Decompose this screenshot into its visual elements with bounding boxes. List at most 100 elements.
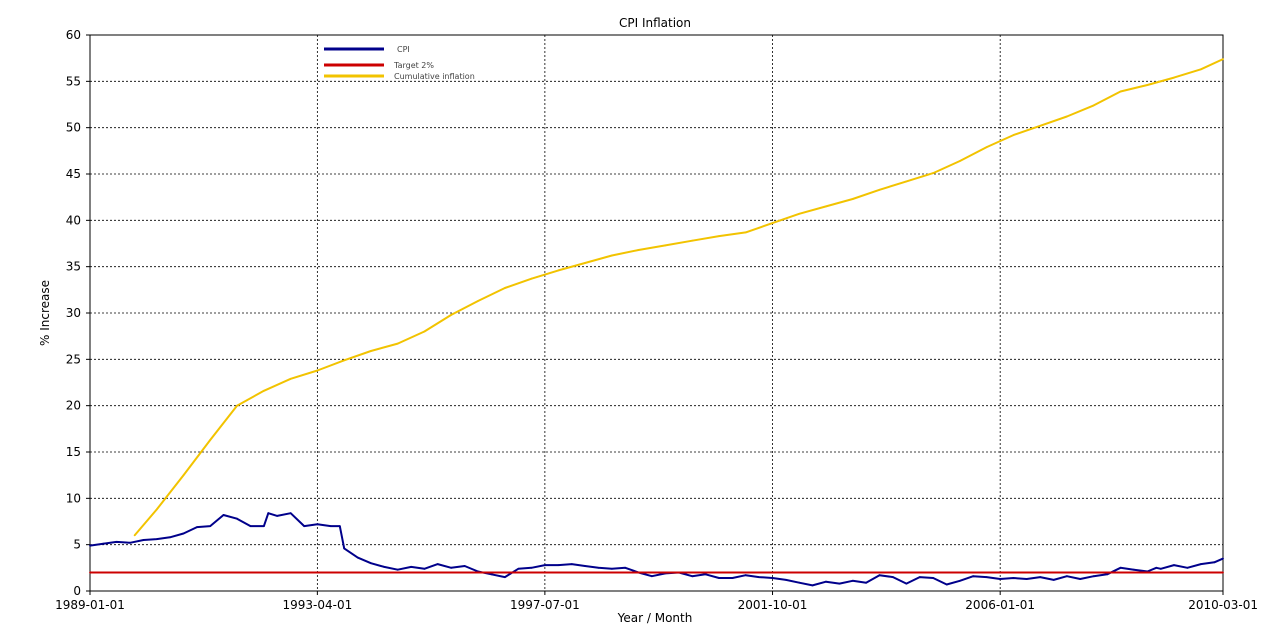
data-point-cpi xyxy=(196,526,198,528)
data-point-cumulative-inflation xyxy=(343,359,346,362)
data-point-cpi xyxy=(945,583,948,586)
y-tick-label: 5 xyxy=(73,538,81,552)
series-line-cumulative-inflation xyxy=(133,58,1224,537)
data-point-cpi xyxy=(423,567,426,570)
data-point-cpi xyxy=(115,541,118,543)
data-point-cpi xyxy=(1222,557,1224,560)
data-point-cpi xyxy=(182,532,185,535)
data-point-cumulative-inflation xyxy=(959,160,961,162)
data-point-cumulative-inflation xyxy=(316,369,319,372)
x-tick-label: 2010-03-01 xyxy=(1188,598,1258,612)
y-tick-label: 30 xyxy=(66,306,81,320)
data-point-cumulative-inflation xyxy=(236,404,238,407)
data-point-cpi xyxy=(517,567,520,570)
data-point-cumulative-inflation xyxy=(1092,104,1095,107)
data-point-cpi xyxy=(865,581,867,584)
data-point-cpi xyxy=(222,514,225,516)
data-point-cumulative-inflation xyxy=(530,277,533,280)
data-point-cpi xyxy=(463,565,466,567)
data-point-cpi xyxy=(731,577,734,579)
chart-title: CPI Inflation xyxy=(619,16,691,30)
data-point-cpi xyxy=(570,563,573,565)
x-tick-label: 2006-01-01 xyxy=(965,598,1035,612)
data-point-target-2 xyxy=(89,571,91,574)
x-tick-label: 2001-10-01 xyxy=(738,598,808,612)
data-point-target-2 xyxy=(1222,571,1224,574)
legend-label-cumulative-inflation: Cumulative inflation xyxy=(394,72,475,81)
data-point-cumulative-inflation xyxy=(718,235,720,238)
data-point-cpi xyxy=(611,567,613,570)
data-point-cumulative-inflation xyxy=(584,262,586,264)
data-point-cumulative-inflation xyxy=(691,239,694,242)
x-axis-ticks: 1989-01-01 1993-04-01 1997-07-01 2001-10-01… xyxy=(55,591,1258,612)
data-point-cumulative-inflation xyxy=(182,474,185,477)
data-point-cpi xyxy=(1052,579,1055,581)
data-point-cpi xyxy=(267,512,270,515)
data-point-cpi xyxy=(972,575,975,578)
data-point-cpi xyxy=(1066,575,1068,578)
data-point-cpi xyxy=(557,564,560,566)
y-tick-label: 25 xyxy=(66,352,81,366)
data-point-cumulative-inflation xyxy=(1146,84,1149,86)
data-point-cpi xyxy=(932,577,935,579)
data-point-cumulative-inflation xyxy=(1012,134,1015,137)
data-point-cpi xyxy=(1213,561,1216,564)
data-point-cumulative-inflation xyxy=(1039,124,1042,127)
data-point-cpi xyxy=(370,562,372,565)
data-point-cpi xyxy=(811,584,814,587)
data-point-cumulative-inflation xyxy=(611,254,613,257)
data-point-cpi xyxy=(155,538,158,540)
data-point-cpi xyxy=(383,566,386,568)
data-point-cumulative-inflation xyxy=(289,377,292,380)
data-point-cpi xyxy=(1186,566,1189,569)
data-point-cpi xyxy=(338,525,341,527)
data-point-cpi xyxy=(289,512,292,515)
data-point-cumulative-inflation xyxy=(370,350,372,352)
data-point-cpi xyxy=(169,536,171,539)
data-point-cpi xyxy=(89,544,91,547)
x-tick-label: 1997-07-01 xyxy=(510,598,580,612)
data-point-cpi xyxy=(1159,567,1162,570)
data-point-cpi xyxy=(798,581,801,584)
data-point-cpi xyxy=(1173,564,1175,566)
data-point-cpi xyxy=(316,523,319,526)
data-point-cpi xyxy=(544,564,546,566)
x-axis-label: Year / Month xyxy=(617,611,693,625)
data-point-cumulative-inflation xyxy=(932,172,935,175)
data-point-cpi xyxy=(892,576,894,578)
data-point-cpi xyxy=(1200,563,1202,565)
grid xyxy=(90,35,1223,591)
data-point-cumulative-inflation xyxy=(771,222,774,225)
data-point-cpi xyxy=(396,568,399,571)
data-point-cpi xyxy=(771,577,774,579)
y-tick-label: 10 xyxy=(66,491,81,505)
data-point-cpi xyxy=(249,525,252,527)
data-point-cpi xyxy=(838,582,841,585)
data-point-cumulative-inflation xyxy=(851,198,854,200)
data-point-cumulative-inflation xyxy=(985,146,988,149)
y-axis-ticks: 0 5 10 15 20 25 30 35 40 45 50 55 60 xyxy=(66,28,90,598)
series-layer xyxy=(89,58,1224,587)
data-point-cpi xyxy=(758,576,760,578)
data-point-cpi xyxy=(718,577,720,579)
data-point-cpi xyxy=(985,576,988,578)
data-point-cpi xyxy=(142,539,145,541)
y-tick-label: 45 xyxy=(66,167,81,181)
y-tick-label: 35 xyxy=(66,260,81,274)
data-point-cpi xyxy=(530,566,533,569)
data-point-cumulative-inflation xyxy=(477,300,479,302)
data-point-cpi xyxy=(744,574,747,577)
data-point-cpi xyxy=(436,563,439,565)
data-point-cumulative-inflation xyxy=(637,249,640,251)
data-point-cpi xyxy=(851,579,854,582)
data-point-cumulative-inflation xyxy=(450,314,453,316)
legend: CPI Target 2% Cumulative inflation xyxy=(324,45,475,81)
data-point-cpi xyxy=(597,566,600,569)
data-point-cpi xyxy=(1106,573,1109,576)
data-point-cpi xyxy=(691,575,694,578)
data-point-cpi xyxy=(584,565,586,567)
data-point-cumulative-inflation xyxy=(133,534,136,537)
data-point-cpi xyxy=(1025,578,1028,580)
data-point-cumulative-inflation xyxy=(798,212,801,215)
